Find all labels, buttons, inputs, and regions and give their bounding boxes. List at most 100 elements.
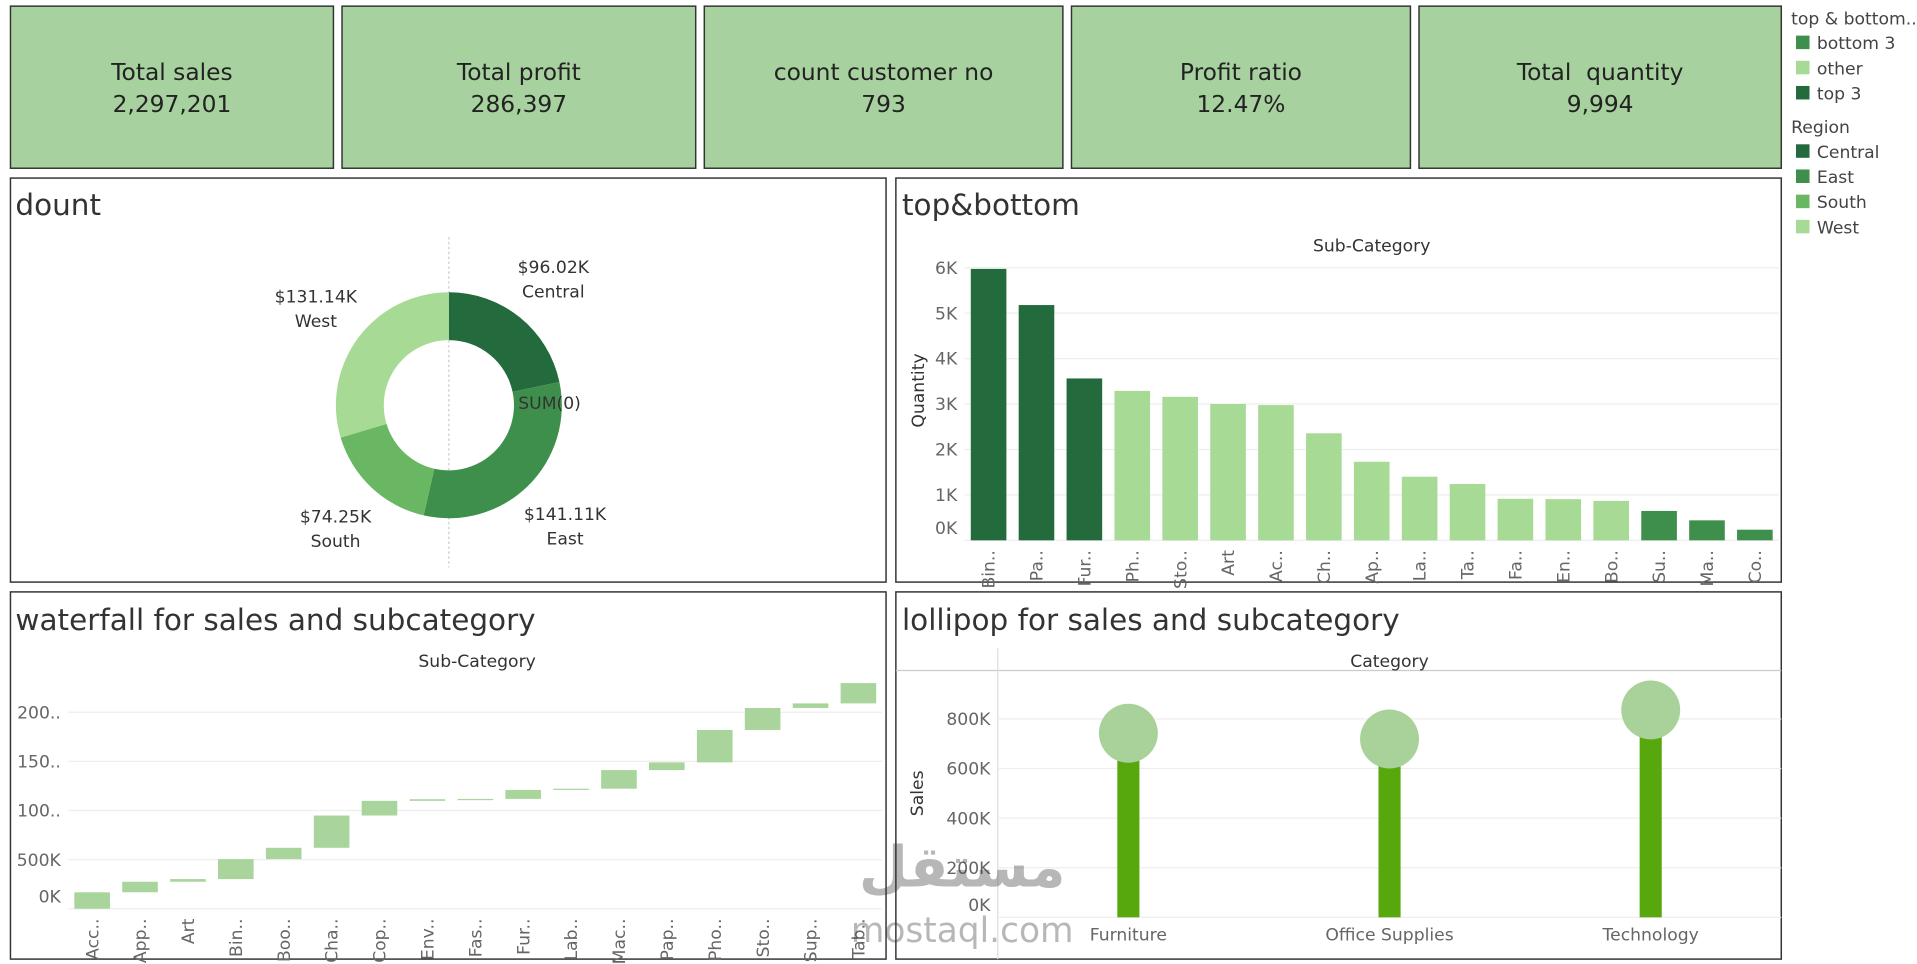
y-axis-title: Sales xyxy=(908,770,928,816)
legend-label: East xyxy=(1817,168,1854,188)
waterfall-bar xyxy=(313,815,350,848)
donut-slice xyxy=(335,292,449,438)
donut-slice xyxy=(448,292,560,392)
y-tick-label: 0K xyxy=(39,888,62,908)
legend-swatch xyxy=(1796,219,1810,234)
bar xyxy=(1641,510,1677,541)
x-tick-label: Boo.. xyxy=(275,919,295,962)
kpi-title: count customer no xyxy=(774,58,994,86)
bar xyxy=(970,268,1007,541)
x-tick-label: Sup.. xyxy=(802,919,822,963)
legend-label: West xyxy=(1817,218,1860,238)
x-tick-label: Pa.. xyxy=(1028,550,1048,581)
lollipop-stem xyxy=(1639,709,1662,918)
y-tick-label: 800K xyxy=(946,710,991,730)
bar xyxy=(1689,520,1725,541)
annotation: SUM(0) xyxy=(518,394,581,414)
kpi-title: Total quantity xyxy=(1516,58,1684,86)
x-tick-label: Art xyxy=(179,918,199,944)
lollipop-marker xyxy=(1621,680,1681,740)
x-tick-label: Tab.. xyxy=(850,919,870,960)
bar xyxy=(1210,404,1246,541)
x-tick-label: Ac.. xyxy=(1267,550,1287,582)
bar xyxy=(1401,476,1438,541)
kpi-value: 12.47% xyxy=(1196,90,1285,118)
legend-title: Region xyxy=(1791,118,1850,138)
lollipop-marker xyxy=(1098,703,1158,763)
y-tick-label: 150.. xyxy=(17,753,61,773)
slice-label: Central xyxy=(522,282,585,302)
panel-title: waterfall for sales and subcategory xyxy=(15,603,535,637)
x-tick-label: Fur.. xyxy=(1076,550,1096,586)
kpi-card xyxy=(1418,5,1783,169)
y-tick-label: 3K xyxy=(935,395,958,415)
legend-swatch xyxy=(1796,85,1810,100)
legend-swatch xyxy=(1796,144,1810,158)
bar xyxy=(1353,461,1390,541)
kpi-value: 9,994 xyxy=(1567,90,1634,118)
waterfall-bar xyxy=(265,847,302,860)
x-tick-label: Ap.. xyxy=(1363,550,1383,584)
y-tick-label: 600K xyxy=(946,760,991,780)
bar xyxy=(1114,390,1151,541)
x-tick-label: Lab.. xyxy=(562,919,582,961)
slice-label: East xyxy=(546,529,583,549)
waterfall-bar xyxy=(409,799,446,801)
data-label: $131.14K xyxy=(275,288,358,308)
lollipop-stem xyxy=(1117,733,1140,918)
bar xyxy=(1545,499,1582,541)
watermark: مستقل xyxy=(859,836,1066,901)
panel-title: dount xyxy=(15,188,101,222)
waterfall-bar xyxy=(792,703,829,708)
x-tick-label: Acc.. xyxy=(83,919,103,960)
waterfall-bar xyxy=(74,892,110,909)
waterfall-bar xyxy=(122,881,158,893)
x-tick-label: Cha.. xyxy=(323,919,343,963)
x-tick-label: Furniture xyxy=(1090,926,1167,946)
panel xyxy=(895,591,1783,960)
bar xyxy=(1066,378,1103,541)
y-tick-label: 5K xyxy=(935,304,958,324)
x-tick-label: Technology xyxy=(1602,926,1699,946)
waterfall-bar xyxy=(218,859,254,880)
y-tick-label: 200.. xyxy=(17,703,61,723)
y-tick-label: 6K xyxy=(935,259,958,279)
x-tick-label: Co.. xyxy=(1746,550,1766,583)
x-tick-label: Pap.. xyxy=(658,919,678,961)
y-tick-label: 4K xyxy=(935,350,958,370)
lollipop-stem xyxy=(1378,738,1401,918)
data-label: $96.02K xyxy=(518,258,590,278)
waterfall-bar xyxy=(840,683,877,704)
x-tick-label: Fur.. xyxy=(514,919,534,955)
x-tick-label: Pho.. xyxy=(706,919,726,961)
legend-label: other xyxy=(1817,59,1864,79)
x-tick-label: Sto.. xyxy=(1171,550,1191,589)
bar xyxy=(1449,483,1486,541)
watermark: mostaql.com xyxy=(851,911,1074,951)
legend-label: top 3 xyxy=(1817,84,1862,104)
x-tick-label: Bin.. xyxy=(980,550,1000,588)
kpi-card xyxy=(9,5,335,169)
kpi-title: Profit ratio xyxy=(1180,58,1302,86)
kpi-card xyxy=(341,5,697,169)
x-tick-label: Bo.. xyxy=(1602,550,1622,583)
x-axis-title: Sub-Category xyxy=(1313,237,1430,257)
bar xyxy=(1162,396,1198,541)
bar xyxy=(1018,305,1055,541)
y-tick-label: 500K xyxy=(17,851,62,871)
legend-swatch xyxy=(1796,35,1810,50)
bar xyxy=(1737,529,1773,541)
bar xyxy=(1306,433,1342,541)
y-axis-title: Quantity xyxy=(909,353,929,427)
waterfall-bar xyxy=(505,789,541,799)
panel-title: lollipop for sales and subcategory xyxy=(902,603,1400,637)
bar xyxy=(1258,405,1294,541)
x-axis-title: Category xyxy=(1350,652,1429,672)
y-tick-label: 2K xyxy=(935,441,958,461)
waterfall-bar xyxy=(361,800,398,816)
panel-title: top&bottom xyxy=(902,188,1080,222)
waterfall-bar xyxy=(457,798,494,801)
y-tick-label: 100.. xyxy=(17,802,61,822)
slice-label: West xyxy=(295,312,338,332)
